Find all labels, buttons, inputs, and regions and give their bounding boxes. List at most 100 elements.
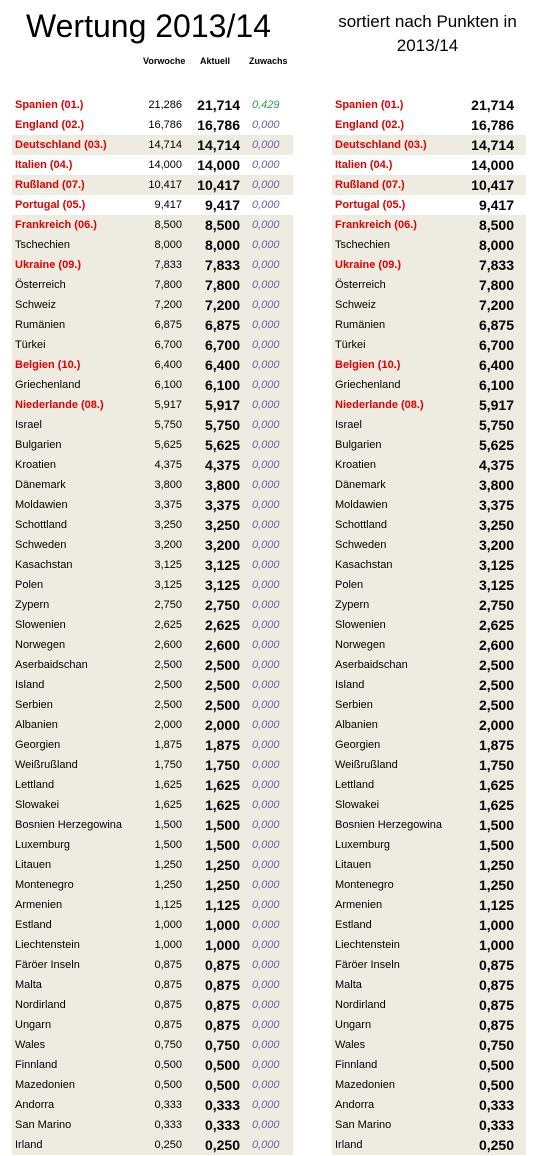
- table-row: England (02.) 16,786: [332, 115, 526, 135]
- country-name: Lettland: [15, 779, 55, 791]
- points-gain: 0,000: [252, 1039, 280, 1051]
- points-gain: 0,000: [252, 599, 280, 611]
- previous-week-points: 1,750: [154, 759, 182, 771]
- current-points: 0,500: [478, 1077, 514, 1093]
- previous-week-points: 7,200: [154, 299, 182, 311]
- country-name: Rumänien: [15, 319, 66, 331]
- current-points: 0,500: [204, 1077, 240, 1093]
- points-gain: 0,000: [252, 1099, 280, 1111]
- points-gain: 0,000: [252, 779, 280, 791]
- current-points: 10,417: [197, 177, 240, 193]
- previous-week-points: 5,750: [154, 419, 182, 431]
- current-points: 3,125: [478, 577, 514, 593]
- current-points: 3,125: [204, 557, 240, 573]
- previous-week-points: 1,000: [154, 939, 182, 951]
- country-name: Österreich: [335, 279, 386, 291]
- current-points: 3,250: [478, 517, 514, 533]
- points-gain: 0,000: [252, 1119, 280, 1131]
- table-row: Spanien (01.) 21,714: [332, 95, 526, 115]
- table-row: Kroatien 4,375 4,375 0,000: [12, 455, 293, 475]
- previous-week-points: 21,286: [148, 99, 182, 111]
- current-points: 2,625: [204, 617, 240, 633]
- current-points: 3,375: [204, 497, 240, 513]
- table-row: Italien (04.) 14,000: [332, 155, 526, 175]
- table-row: Luxemburg 1,500: [332, 835, 526, 855]
- table-row: Kroatien 4,375: [332, 455, 526, 475]
- table-row: Rumänien 6,875: [332, 315, 526, 335]
- table-row: Israel 5,750: [332, 415, 526, 435]
- current-points: 6,875: [204, 317, 240, 333]
- points-gain: 0,000: [252, 119, 280, 131]
- previous-week-points: 0,875: [154, 999, 182, 1011]
- points-gain: 0,000: [252, 439, 280, 451]
- previous-week-points: 2,500: [154, 699, 182, 711]
- previous-week-points: 6,700: [154, 339, 182, 351]
- current-points: 1,000: [478, 917, 514, 933]
- country-name: Israel: [15, 419, 42, 431]
- table-row: England (02.) 16,786 16,786 0,000: [12, 115, 293, 135]
- table-row: Österreich 7,800 7,800 0,000: [12, 275, 293, 295]
- previous-week-points: 0,333: [154, 1119, 182, 1131]
- points-gain: 0,000: [252, 379, 280, 391]
- country-name: Luxemburg: [15, 839, 71, 851]
- country-name: Litauen: [335, 859, 372, 871]
- previous-week-points: 3,200: [154, 539, 182, 551]
- previous-week-points: 8,500: [154, 219, 182, 231]
- table-row: Tschechien 8,000 8,000 0,000: [12, 235, 293, 255]
- previous-week-points: 0,250: [154, 1139, 182, 1151]
- table-row: Wales 0,750: [332, 1035, 526, 1055]
- current-points: 1,000: [204, 917, 240, 933]
- table-row: Lettland 1,625 1,625 0,000: [12, 775, 293, 795]
- table-row: Bulgarien 5,625: [332, 435, 526, 455]
- country-name: Slowakei: [15, 799, 60, 811]
- points-gain: 0,000: [252, 839, 280, 851]
- previous-week-points: 0,500: [154, 1079, 182, 1091]
- country-name: Bosnien Herzegowina: [335, 819, 443, 831]
- previous-week-points: 2,625: [154, 619, 182, 631]
- current-points: 7,833: [204, 257, 240, 273]
- country-name: Armenien: [335, 899, 383, 911]
- current-points: 0,333: [478, 1097, 514, 1113]
- table-row: Liechtenstein 1,000 1,000 0,000: [12, 935, 293, 955]
- country-name: Wales: [15, 1039, 46, 1051]
- country-name: Ukraine (09.): [335, 259, 402, 271]
- points-gain: 0,000: [252, 699, 280, 711]
- points-gain: 0,000: [252, 259, 280, 271]
- ranking-table: Spanien (01.) 21,286 21,714 0,429 England (0…: [12, 95, 293, 1155]
- previous-week-points: 7,800: [154, 279, 182, 291]
- table-row: Liechtenstein 1,000: [332, 935, 526, 955]
- table-row: Griechenland 6,100: [332, 375, 526, 395]
- country-name: Frankreich (06.): [15, 219, 97, 231]
- current-points: 3,125: [478, 557, 514, 573]
- current-points: 2,000: [478, 717, 514, 733]
- country-name: Island: [15, 679, 45, 691]
- current-points: 5,917: [204, 397, 240, 413]
- points-gain: 0,000: [252, 339, 280, 351]
- current-points: 5,917: [478, 397, 514, 413]
- country-name: Litauen: [15, 859, 52, 871]
- current-points: 1,750: [478, 757, 514, 773]
- country-name: Deutschland (03.): [335, 139, 427, 151]
- current-points: 8,000: [204, 237, 240, 253]
- table-row: Moldawien 3,375 3,375 0,000: [12, 495, 293, 515]
- table-row: Armenien 1,125 1,125 0,000: [12, 895, 293, 915]
- points-gain: 0,000: [252, 579, 280, 591]
- table-row: Färöer Inseln 0,875: [332, 955, 526, 975]
- country-name: Türkei: [15, 339, 46, 351]
- country-name: Kasachstan: [335, 559, 393, 571]
- country-name: Zypern: [15, 599, 50, 611]
- previous-week-points: 2,500: [154, 679, 182, 691]
- table-row: Ukraine (09.) 7,833 7,833 0,000: [12, 255, 293, 275]
- current-points: 10,417: [471, 177, 514, 193]
- previous-week-points: 1,625: [154, 799, 182, 811]
- previous-week-points: 4,375: [154, 459, 182, 471]
- table-row: Deutschland (03.) 14,714 14,714 0,000: [12, 135, 293, 155]
- points-gain: 0,000: [252, 1019, 280, 1031]
- previous-week-points: 6,100: [154, 379, 182, 391]
- table-row: Ungarn 0,875: [332, 1015, 526, 1035]
- current-points: 0,875: [478, 977, 514, 993]
- table-row: Türkei 6,700: [332, 335, 526, 355]
- table-row: Slowakei 1,625: [332, 795, 526, 815]
- country-name: Italien (04.): [335, 159, 393, 171]
- points-gain: 0,000: [252, 899, 280, 911]
